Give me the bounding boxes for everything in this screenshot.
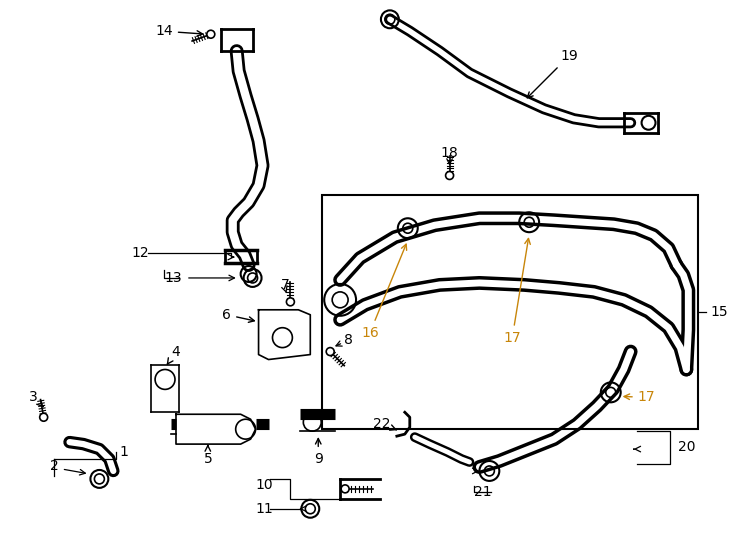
Text: 13: 13	[164, 271, 182, 285]
Circle shape	[326, 348, 334, 355]
Text: 20: 20	[678, 440, 696, 454]
Polygon shape	[258, 310, 310, 360]
Text: 18: 18	[440, 146, 459, 160]
Circle shape	[446, 172, 454, 179]
Text: 2: 2	[50, 459, 59, 473]
Text: 6: 6	[222, 308, 254, 322]
Circle shape	[207, 30, 215, 38]
Text: 21: 21	[474, 485, 492, 499]
Text: 11: 11	[255, 502, 273, 516]
Text: 15: 15	[711, 305, 728, 319]
Text: 17: 17	[624, 390, 655, 404]
Text: 3: 3	[29, 390, 43, 407]
Circle shape	[40, 413, 48, 421]
Polygon shape	[176, 414, 255, 444]
Circle shape	[286, 298, 294, 306]
Text: 22: 22	[373, 417, 396, 431]
Text: 14: 14	[155, 24, 203, 38]
Text: 10: 10	[255, 478, 273, 492]
Text: 12: 12	[131, 246, 149, 260]
Circle shape	[341, 485, 349, 493]
Text: 19: 19	[527, 49, 578, 98]
Text: 7: 7	[281, 278, 290, 292]
Text: 16: 16	[361, 244, 407, 340]
Text: 4: 4	[167, 345, 181, 364]
Text: 8: 8	[344, 333, 352, 347]
Text: 17: 17	[504, 239, 530, 345]
Text: 9: 9	[314, 438, 323, 466]
Text: 1: 1	[120, 445, 128, 459]
Text: 5: 5	[203, 446, 212, 466]
Bar	[322, 195, 698, 429]
